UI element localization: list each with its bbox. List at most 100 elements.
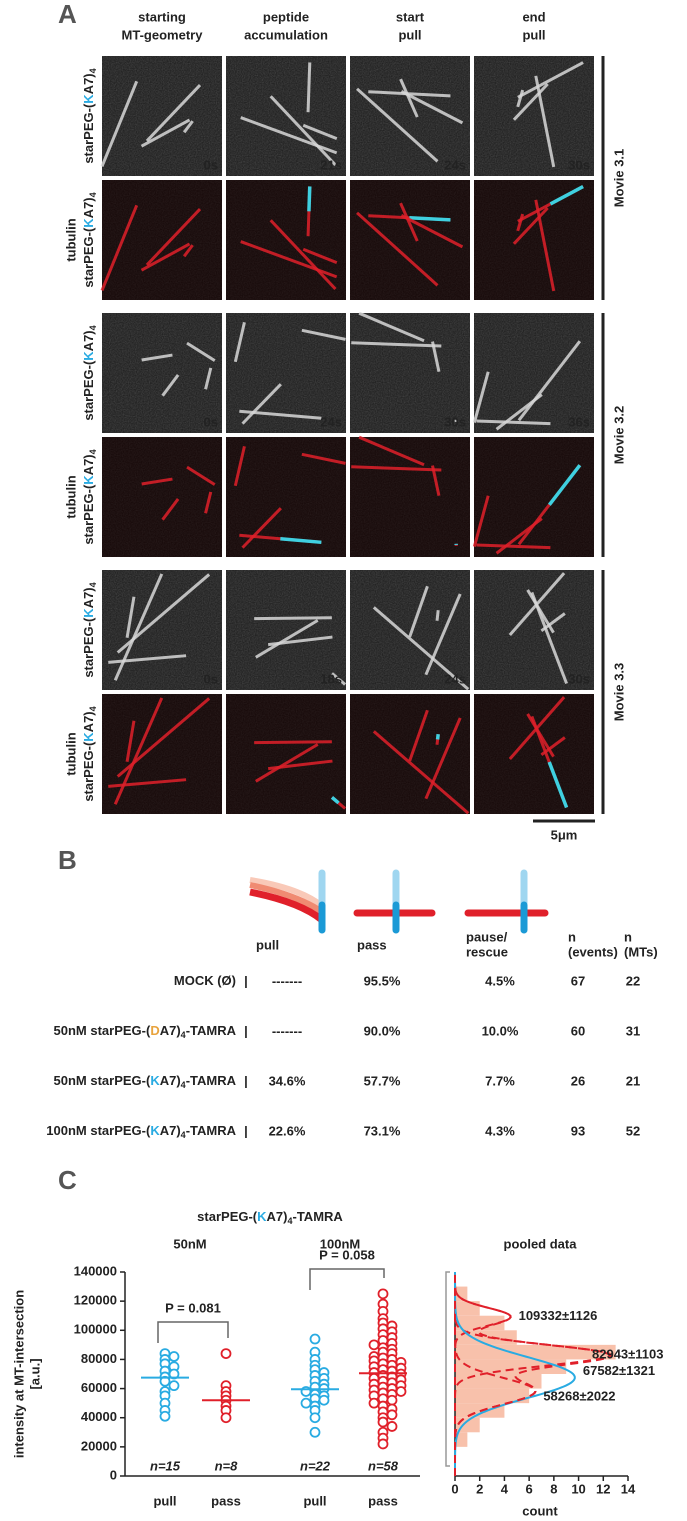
microtubule [267,759,333,771]
histogram-bar [455,1432,468,1447]
y-tick-label: 40000 [81,1409,117,1424]
row-label: tubulin [63,732,78,775]
label-part: A7) [81,197,96,218]
noise [102,694,222,814]
scale-label: 5μm [551,827,578,842]
y-tick-label: 60000 [81,1380,117,1395]
microtubule [435,610,440,621]
label: 50nM starPEG-(DA7)4-TAMRA [54,1023,237,1040]
microtubule [145,208,202,266]
pause-icon [464,869,549,934]
label-part: D [150,1023,159,1038]
data-point [386,1409,398,1421]
cell: 57.7% [364,1073,401,1088]
label: 50nM starPEG-(KA7)4-TAMRA [54,1073,237,1090]
microtubule [351,341,442,348]
p-value: P = 0.081 [165,1300,221,1315]
label: starPEG-(KA7)4 [81,449,98,544]
label-part: A7) [81,454,96,475]
cell: 90.0% [364,1023,401,1038]
histogram-bar [455,1388,530,1404]
separator: | [244,973,248,988]
microtubule [372,606,470,691]
y-tick-label: 100000 [74,1322,117,1337]
column-header: accumulation [244,27,328,42]
noise [474,56,594,176]
column-header: start [396,9,425,24]
noise [102,180,222,300]
microtubule [140,242,191,272]
label-part: 4 [88,582,98,587]
microtubule [113,573,164,681]
data-point [309,1333,321,1345]
microtubule [356,87,439,163]
microtubule [424,593,462,676]
label-part: A7) [160,1073,181,1088]
time-stamp: 24s [444,671,466,686]
microtubule [540,736,566,757]
microtubule [368,90,451,98]
microtubule [408,709,429,762]
microtubule [356,211,439,287]
label-part: starPEG-( [197,1209,258,1224]
label-part: K [257,1209,267,1224]
label-part: -TAMRA [186,1073,237,1088]
microtubule [372,730,470,815]
microtubule [476,419,551,426]
microtubule [113,697,164,805]
data-point [168,1351,180,1362]
label: MOCK (Ø) [174,973,236,988]
microtubule [358,435,425,467]
column-header: peptide [263,9,309,24]
movie-label: Movie 3.2 [611,406,626,465]
cell: ------- [272,1023,302,1038]
microtubule [302,123,338,141]
movie-label: Movie 3.1 [611,149,626,208]
label: starPEG-(KA7)4 [81,582,98,677]
label-part: 4 [88,68,98,73]
column-header: pull [398,27,421,42]
column-header: n [568,929,576,944]
label: starPEG-(KA7)4 [81,192,98,287]
microtubule [358,311,425,343]
microtubule [204,367,213,390]
column-header: rescue [466,944,508,959]
y-tick-label: 120000 [74,1293,117,1308]
microtubule [512,206,549,245]
noise [350,570,470,690]
microtubule [508,572,566,636]
microtubule [108,778,187,788]
label: 100nM starPEG-(KA7)4-TAMRA [46,1123,236,1140]
microtubule [254,616,332,621]
label-part: K [81,732,96,742]
peptide [280,537,322,545]
y-label: intensity at MT-intersection [11,1290,26,1458]
microtubule [240,240,338,279]
cell: 10.0% [482,1023,519,1038]
panel-letter: A [58,0,77,29]
microtubule [100,80,139,168]
column-header: (MTs) [624,944,658,959]
label-part: A7) [81,587,96,608]
pass-icon [353,869,436,934]
microtubule [182,244,194,258]
column-header: pull [256,937,279,952]
microtubule [255,619,319,659]
microtubule [540,612,566,633]
x-tick-label: 14 [621,1481,636,1496]
microtubule [108,654,187,664]
x-tick-label: 6 [526,1481,533,1496]
microtubule [269,219,337,291]
data-point [386,1421,398,1432]
separator: | [244,1073,248,1088]
data-point [368,1339,380,1351]
data-point [377,1416,389,1428]
n-label: n=8 [215,1458,239,1473]
x-tick-label: 0 [451,1481,458,1496]
cell: 7.7% [485,1073,515,1088]
label-part: K [150,1073,160,1088]
time-stamp: 21s [320,157,342,172]
y-tick-label: 0 [110,1467,117,1482]
x-tick-label: 4 [501,1481,509,1496]
